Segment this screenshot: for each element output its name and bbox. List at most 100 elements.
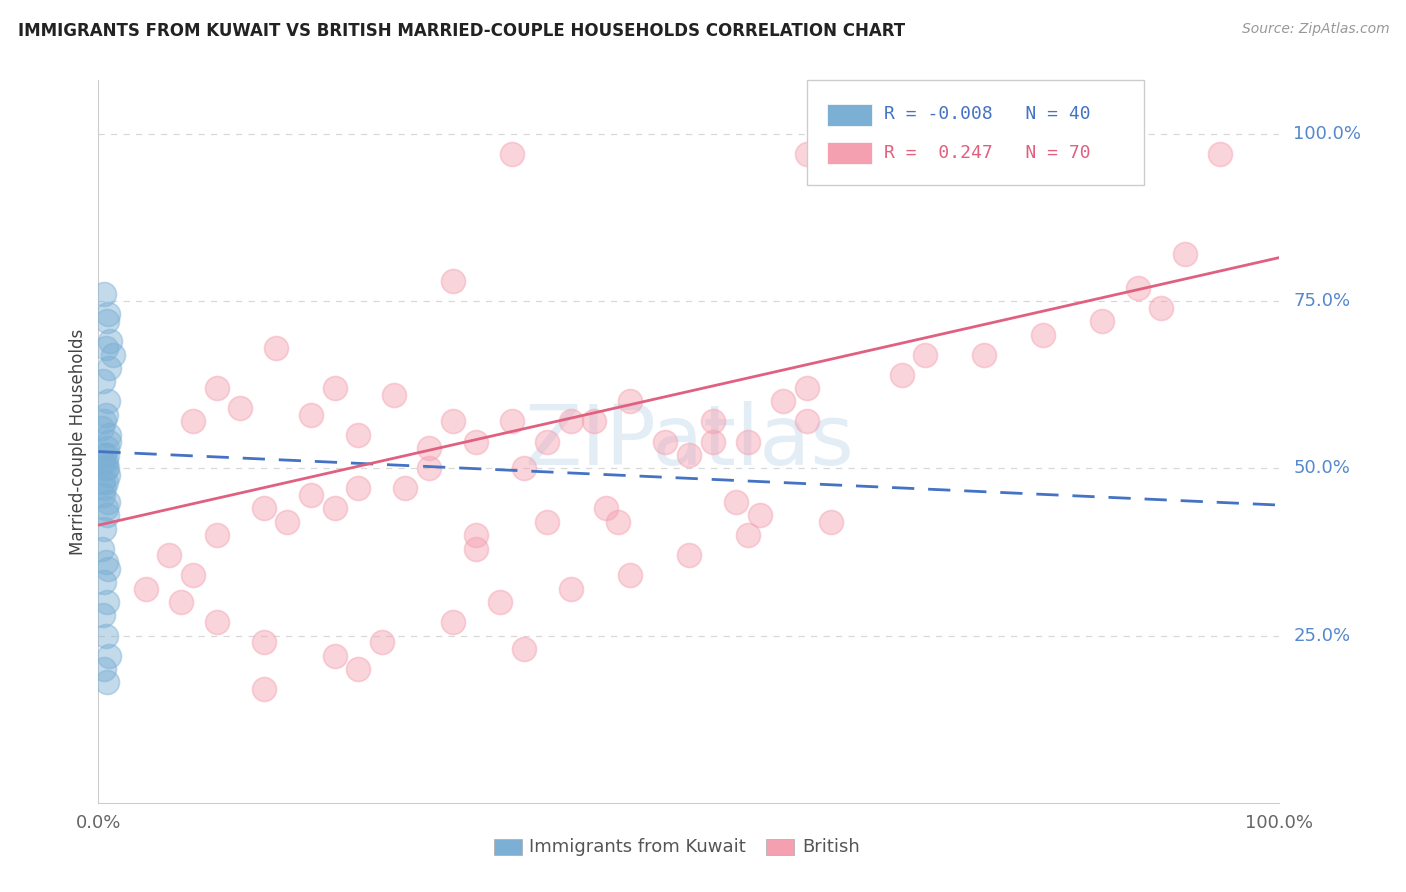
- Point: [796, 414, 818, 429]
- Point: [97, 467, 120, 482]
- Point: [91, 475, 114, 489]
- Point: [1174, 247, 1197, 261]
- Point: [501, 414, 523, 429]
- Text: 50.0%: 50.0%: [1294, 459, 1350, 477]
- Point: [501, 147, 523, 161]
- Point: [890, 368, 912, 382]
- Point: [702, 414, 724, 429]
- Point: [347, 482, 370, 496]
- Point: [619, 568, 641, 582]
- Text: 75.0%: 75.0%: [1294, 292, 1351, 310]
- Point: [441, 615, 464, 630]
- Point: [323, 648, 346, 663]
- Point: [702, 434, 724, 449]
- Text: 25.0%: 25.0%: [1294, 626, 1351, 645]
- Point: [91, 421, 114, 435]
- Point: [914, 348, 936, 362]
- Point: [93, 575, 115, 590]
- Point: [418, 442, 440, 455]
- Point: [536, 434, 558, 449]
- Point: [276, 515, 298, 529]
- Point: [253, 681, 276, 696]
- Point: [560, 582, 582, 596]
- Point: [678, 448, 700, 462]
- Point: [181, 414, 204, 429]
- Point: [91, 608, 114, 623]
- Point: [93, 662, 115, 676]
- Point: [1032, 327, 1054, 342]
- Point: [748, 508, 770, 523]
- Point: [98, 334, 121, 349]
- Point: [536, 515, 558, 529]
- Y-axis label: Married-couple Households: Married-couple Households: [69, 328, 87, 555]
- Point: [595, 501, 617, 516]
- Point: [772, 394, 794, 409]
- Point: [91, 541, 114, 556]
- Text: R =  0.247   N = 70: R = 0.247 N = 70: [884, 144, 1091, 161]
- Point: [96, 675, 118, 690]
- Point: [796, 147, 818, 161]
- Point: [229, 401, 252, 416]
- Point: [465, 541, 488, 556]
- Point: [323, 501, 346, 516]
- Point: [96, 448, 118, 462]
- Point: [737, 528, 759, 542]
- Text: Immigrants from Kuwait: Immigrants from Kuwait: [530, 838, 747, 855]
- Point: [96, 508, 118, 523]
- Point: [299, 408, 322, 422]
- Point: [512, 642, 534, 657]
- Point: [205, 615, 228, 630]
- Point: [157, 548, 180, 563]
- Point: [441, 414, 464, 429]
- Point: [97, 394, 120, 409]
- Point: [583, 414, 606, 429]
- Point: [91, 375, 114, 389]
- Text: R = -0.008   N = 40: R = -0.008 N = 40: [884, 105, 1091, 123]
- Point: [94, 341, 117, 355]
- Text: ZIPatlas: ZIPatlas: [524, 401, 853, 482]
- Point: [607, 515, 630, 529]
- Text: 100.0%: 100.0%: [1294, 125, 1361, 143]
- Point: [101, 348, 124, 362]
- Point: [465, 434, 488, 449]
- Point: [820, 515, 842, 529]
- Point: [96, 595, 118, 609]
- Point: [1150, 301, 1173, 315]
- Point: [560, 414, 582, 429]
- Text: British: British: [803, 838, 860, 855]
- Point: [94, 475, 117, 489]
- Point: [1209, 147, 1232, 161]
- Point: [96, 461, 118, 475]
- Point: [253, 635, 276, 649]
- Point: [170, 595, 193, 609]
- Point: [512, 461, 534, 475]
- Point: [382, 387, 405, 401]
- Point: [323, 381, 346, 395]
- Point: [94, 501, 117, 516]
- Point: [94, 628, 117, 642]
- Text: IMMIGRANTS FROM KUWAIT VS BRITISH MARRIED-COUPLE HOUSEHOLDS CORRELATION CHART: IMMIGRANTS FROM KUWAIT VS BRITISH MARRIE…: [18, 22, 905, 40]
- Point: [465, 528, 488, 542]
- Point: [1091, 314, 1114, 328]
- Point: [619, 394, 641, 409]
- Text: Source: ZipAtlas.com: Source: ZipAtlas.com: [1241, 22, 1389, 37]
- Point: [98, 427, 121, 442]
- Point: [98, 648, 121, 663]
- Point: [347, 662, 370, 676]
- Point: [93, 482, 115, 496]
- FancyBboxPatch shape: [766, 838, 794, 855]
- Point: [441, 274, 464, 288]
- Point: [737, 434, 759, 449]
- FancyBboxPatch shape: [494, 838, 523, 855]
- FancyBboxPatch shape: [807, 80, 1143, 185]
- Point: [94, 408, 117, 422]
- Point: [299, 488, 322, 502]
- Point: [205, 528, 228, 542]
- Point: [94, 461, 117, 475]
- Point: [97, 494, 120, 508]
- Point: [796, 381, 818, 395]
- Point: [253, 501, 276, 516]
- Point: [347, 427, 370, 442]
- Point: [97, 562, 120, 576]
- Point: [93, 448, 115, 462]
